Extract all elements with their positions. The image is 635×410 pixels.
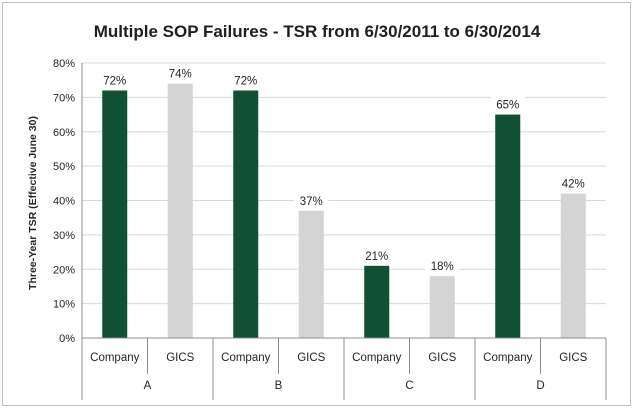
x-group-label: C: [405, 380, 413, 392]
y-tick-label: 60%: [53, 127, 75, 139]
bar: [495, 114, 521, 338]
chart-frame: Multiple SOP Failures - TSR from 6/30/20…: [2, 2, 631, 406]
x-group-label: A: [144, 380, 152, 392]
data-label: 72%: [103, 76, 126, 88]
y-tick-label: 80%: [53, 58, 75, 70]
data-label-background: [359, 247, 394, 263]
gridlines: [82, 62, 606, 305]
bar: [233, 90, 259, 338]
data-label-background: [294, 192, 329, 208]
x-group-label: D: [536, 380, 544, 392]
y-tick-label: 30%: [53, 230, 75, 242]
x-tick-label: Company: [221, 352, 270, 364]
y-tick-label: 50%: [53, 161, 75, 173]
y-tick-label: 0%: [59, 333, 75, 345]
data-label: 74%: [169, 69, 192, 81]
y-tick-label: 70%: [53, 92, 75, 104]
x-tick-label: Company: [352, 352, 401, 364]
data-label: 21%: [365, 251, 388, 263]
bars: 72% 74% 72% 37% 21% 18% 65% 42%: [97, 65, 591, 338]
y-tick-label: 10%: [53, 299, 75, 311]
data-label: 65%: [496, 100, 519, 112]
bar-chart: Multiple SOP Failures - TSR from 6/30/20…: [27, 22, 607, 400]
bar: [429, 276, 455, 338]
y-tick-label: 40%: [53, 196, 75, 208]
bar: [102, 90, 128, 338]
data-label-background: [228, 72, 263, 88]
x-group-label: B: [275, 380, 283, 392]
data-label-background: [556, 175, 591, 191]
y-tick-label: 20%: [53, 264, 75, 276]
data-label-background: [425, 258, 460, 274]
y-axis-label: Three-Year TSR (Effective June 30): [27, 116, 39, 290]
data-label-background: [163, 65, 198, 81]
bar: [167, 83, 193, 338]
data-label: 18%: [431, 261, 454, 273]
x-tick-label: GICS: [297, 352, 325, 364]
x-tick-label: Company: [90, 352, 139, 364]
data-label: 42%: [562, 179, 585, 191]
bar: [364, 265, 390, 338]
x-tick-label: GICS: [428, 352, 456, 364]
data-label-background: [97, 72, 132, 88]
x-tick-label: GICS: [166, 352, 194, 364]
bar: [560, 193, 586, 338]
x-tick-label: GICS: [559, 352, 587, 364]
x-tick-label: Company: [483, 352, 532, 364]
data-label: 37%: [300, 196, 323, 208]
bar: [298, 210, 324, 338]
chart-title: Multiple SOP Failures - TSR from 6/30/20…: [94, 22, 541, 41]
data-label: 72%: [234, 76, 257, 88]
axes: 0% 10% 20% 30% 40% 50% 60% 70% 80% Company GICS Com…: [53, 58, 607, 400]
data-label-background: [490, 96, 525, 112]
